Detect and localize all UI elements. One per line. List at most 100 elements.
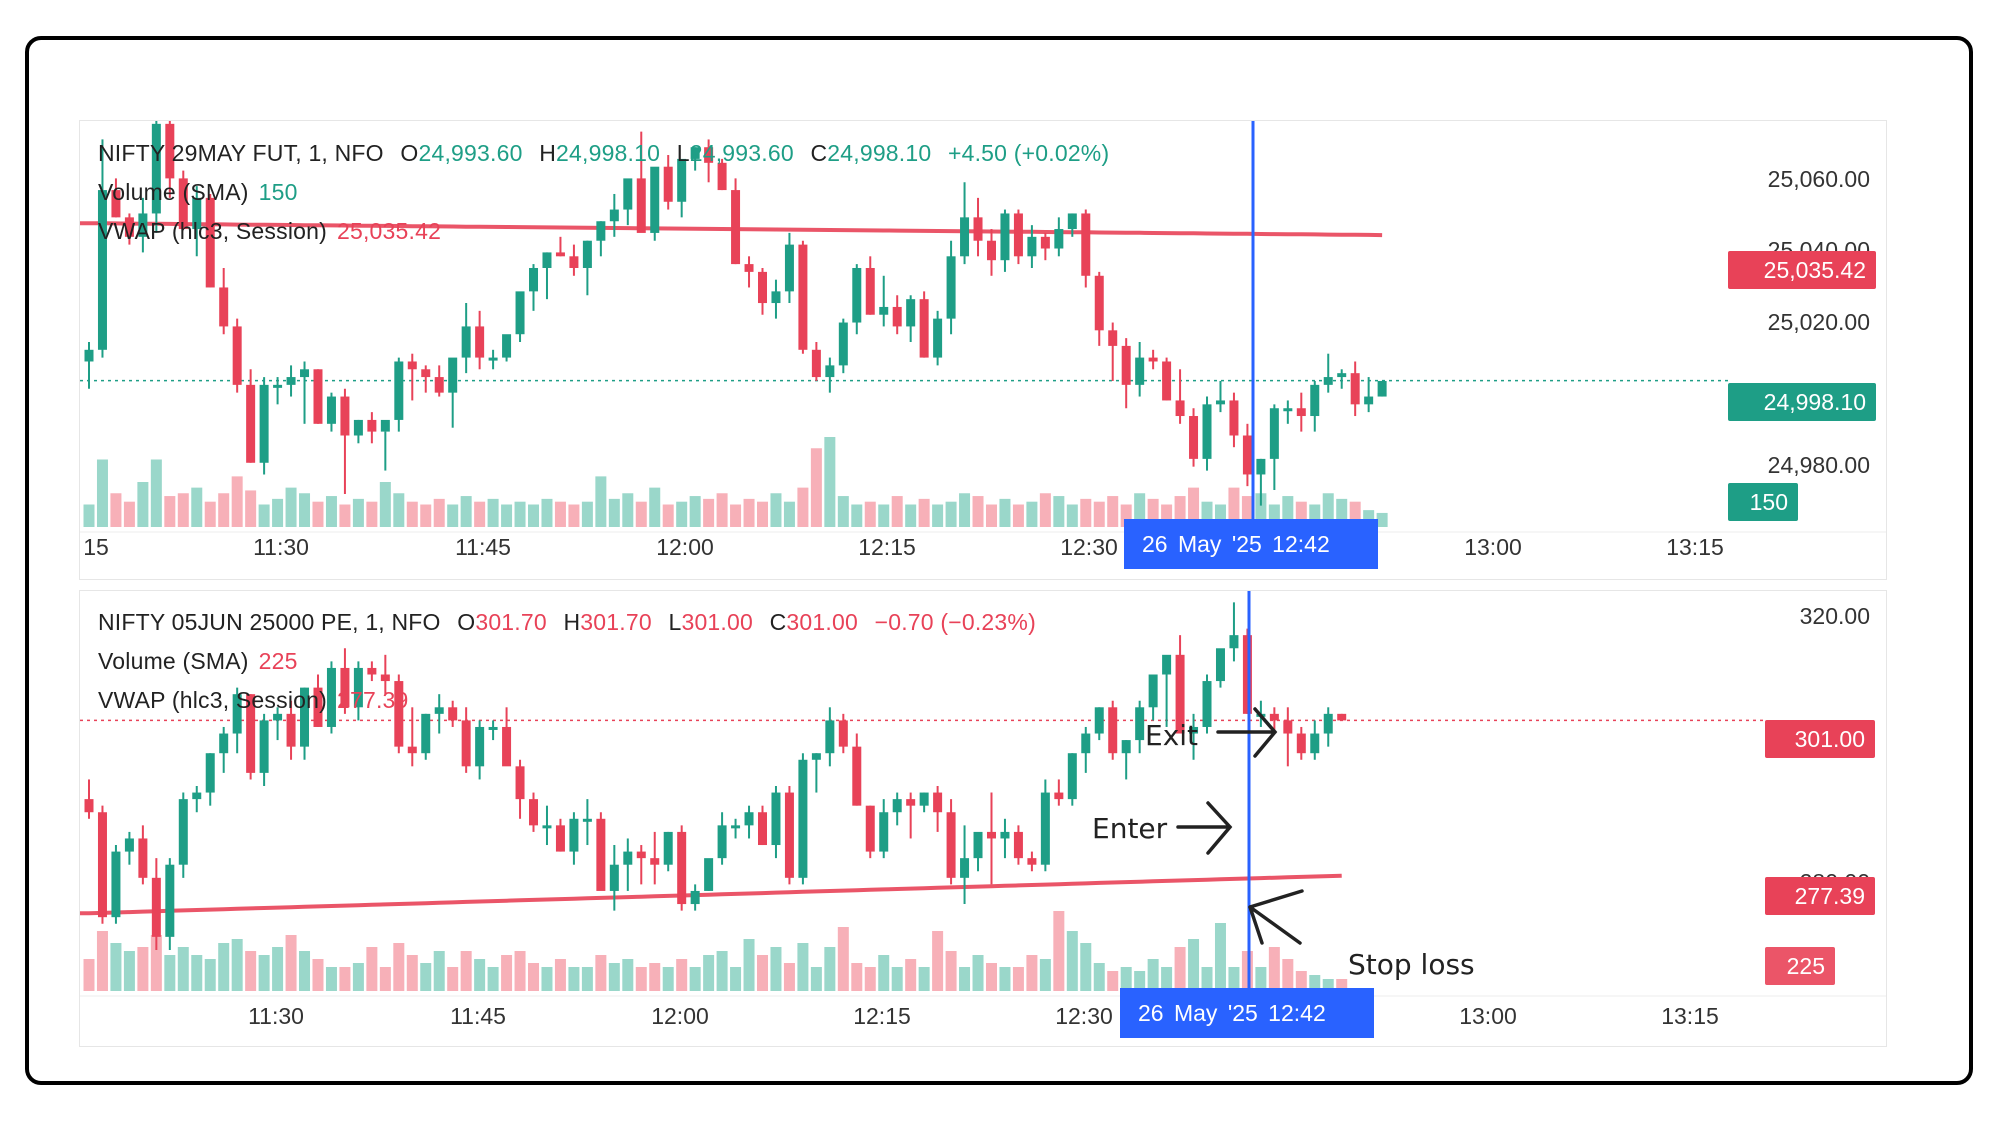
candle-body bbox=[771, 291, 781, 304]
volume-bar bbox=[96, 931, 108, 991]
candle-body bbox=[690, 147, 700, 159]
volume-bar bbox=[918, 967, 930, 991]
volume-bar bbox=[595, 955, 607, 991]
volume-indicator-value: 150 bbox=[258, 179, 298, 205]
vwap-line bbox=[80, 221, 1383, 238]
volume-bar bbox=[568, 504, 580, 527]
candle-body bbox=[111, 851, 121, 918]
candle-body bbox=[650, 858, 660, 865]
candle-body bbox=[407, 746, 417, 754]
volume-bar bbox=[406, 501, 418, 527]
volume-bar bbox=[1026, 501, 1038, 527]
volume-indicator-label: Volume (SMA) bbox=[98, 179, 249, 205]
candle-body bbox=[475, 326, 485, 358]
candle-body bbox=[1189, 726, 1199, 734]
option-chart-panel[interactable]: NIFTY 05JUN 25000 PE, 1, NFO O301.70 H30… bbox=[79, 590, 1887, 1047]
candle-body bbox=[1229, 635, 1239, 649]
volume-bar bbox=[433, 498, 445, 527]
vwap-indicator-value: 25,035.42 bbox=[336, 218, 442, 244]
candle-body bbox=[825, 720, 835, 754]
candle-body bbox=[1148, 357, 1158, 362]
candle-body bbox=[758, 812, 767, 846]
vwap-indicator-row[interactable]: VWAP (hlc3, Session) 277.39 bbox=[98, 681, 1036, 720]
candle-body bbox=[906, 299, 916, 327]
volume-bar bbox=[757, 501, 768, 527]
volume-bar bbox=[1214, 504, 1226, 527]
candle-body bbox=[717, 162, 727, 191]
volume-bar bbox=[487, 498, 499, 527]
volume-bar bbox=[285, 487, 297, 527]
candle-body bbox=[906, 799, 916, 806]
volume-bar bbox=[528, 504, 540, 527]
symbol-title[interactable]: NIFTY 05JUN 25000 PE, 1, NFO bbox=[98, 609, 441, 635]
volume-bar bbox=[783, 501, 795, 527]
candle-body bbox=[811, 753, 821, 760]
candle-body bbox=[1135, 707, 1145, 741]
volume-bar bbox=[851, 963, 863, 991]
volume-bar bbox=[1363, 510, 1375, 527]
candle-body bbox=[704, 147, 714, 163]
option-legend: NIFTY 05JUN 25000 PE, 1, NFO O301.70 H30… bbox=[98, 603, 1036, 720]
candle-body bbox=[1189, 416, 1199, 459]
candle-body bbox=[542, 252, 552, 268]
candle-body bbox=[582, 240, 592, 268]
futures-chart-panel[interactable]: NIFTY 29MAY FUT, 1, NFO O24,993.60 H24,9… bbox=[79, 120, 1887, 580]
vwap-indicator-row[interactable]: VWAP (hlc3, Session) 25,035.42 bbox=[98, 212, 1109, 251]
volume-bar bbox=[514, 501, 526, 527]
volume-bar bbox=[797, 487, 809, 527]
symbol-title[interactable]: NIFTY 29MAY FUT, 1, NFO bbox=[98, 140, 384, 166]
candle-body bbox=[677, 831, 687, 905]
close-value: 301.00 bbox=[786, 609, 858, 635]
candle-body bbox=[84, 349, 94, 362]
candle-body bbox=[1229, 400, 1239, 436]
volume-bar bbox=[339, 967, 351, 991]
volume-bar bbox=[1268, 947, 1280, 991]
volume-bar bbox=[83, 504, 95, 527]
volume-bar bbox=[1161, 504, 1173, 527]
candle-body bbox=[1000, 213, 1010, 261]
candle-body bbox=[1256, 458, 1266, 475]
volume-indicator-row[interactable]: Volume (SMA) 225 bbox=[98, 642, 1036, 681]
volume-bar bbox=[137, 947, 149, 991]
futures-candlestick-plot[interactable] bbox=[80, 121, 1886, 579]
open-prefix: O bbox=[400, 140, 419, 166]
low-prefix: L bbox=[676, 140, 690, 166]
candle-body bbox=[192, 792, 202, 800]
time-tick: 15 bbox=[83, 534, 109, 560]
volume-bar bbox=[1268, 504, 1280, 527]
volume-bar bbox=[1107, 496, 1119, 527]
candle-body bbox=[798, 244, 808, 350]
volume-bar bbox=[96, 459, 108, 527]
candle-body bbox=[1202, 681, 1212, 727]
volume-bar bbox=[1093, 501, 1105, 527]
candle-body bbox=[1040, 236, 1050, 249]
open-value: 24,993.60 bbox=[418, 140, 523, 166]
candle-body bbox=[623, 178, 633, 210]
volume-bar bbox=[110, 493, 122, 527]
volume-bar bbox=[1026, 955, 1038, 991]
candle-body bbox=[582, 818, 592, 822]
option-candlestick-plot[interactable] bbox=[80, 591, 1886, 1046]
volume-bar bbox=[1336, 979, 1348, 991]
candle-body bbox=[138, 838, 148, 878]
candle-body bbox=[986, 240, 996, 261]
candle-body bbox=[461, 720, 471, 767]
candle-body bbox=[1337, 373, 1347, 378]
volume-bar bbox=[541, 967, 553, 991]
candle-body bbox=[124, 838, 134, 852]
volume-bar bbox=[393, 493, 405, 527]
volume-bar bbox=[1120, 504, 1132, 527]
candle-body bbox=[555, 252, 565, 257]
candle-body bbox=[609, 864, 619, 891]
volume-bar bbox=[1093, 963, 1105, 991]
last-price-badge: 24,998.10 bbox=[1728, 383, 1876, 421]
low-value: 301.00 bbox=[681, 609, 754, 635]
candle-body bbox=[1027, 858, 1037, 865]
volume-indicator-row[interactable]: Volume (SMA) 150 bbox=[98, 173, 1109, 212]
volume-bar bbox=[649, 487, 661, 527]
volume-bar bbox=[325, 967, 337, 991]
candle-body bbox=[219, 287, 229, 327]
volume-bar bbox=[299, 493, 311, 527]
candle-body bbox=[973, 831, 983, 859]
candle-body bbox=[1013, 213, 1023, 257]
